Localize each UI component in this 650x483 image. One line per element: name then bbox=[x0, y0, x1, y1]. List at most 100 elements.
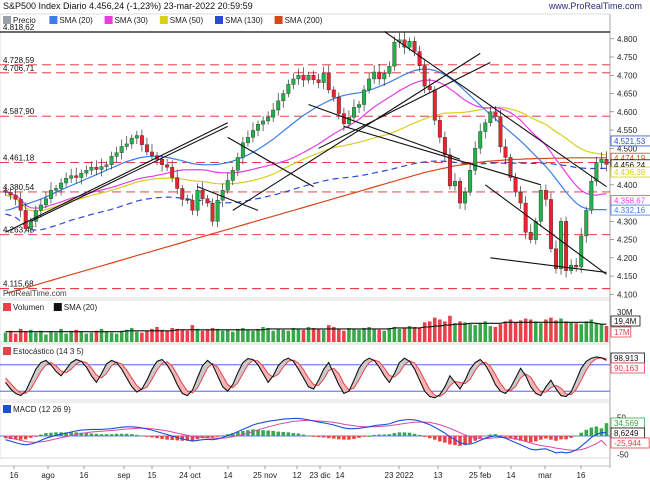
price-tick-label: 4.400 bbox=[617, 181, 638, 190]
macd-histogram-bar bbox=[508, 436, 513, 439]
candle-body bbox=[139, 135, 144, 145]
price-tick-label: 4.300 bbox=[617, 217, 638, 226]
candle-body bbox=[453, 180, 457, 187]
volume-bar bbox=[473, 325, 477, 342]
macd-histogram-bar bbox=[503, 436, 508, 437]
volume-bar bbox=[463, 322, 467, 342]
candle-body bbox=[604, 159, 609, 165]
time-axis-label: 15 bbox=[148, 471, 157, 480]
candle-body bbox=[523, 202, 528, 233]
credit-label: ProRealTime.com bbox=[3, 289, 67, 298]
volume-bar bbox=[589, 319, 594, 342]
macd-histogram-bar bbox=[422, 436, 427, 437]
candle-body bbox=[483, 122, 488, 132]
volume-bar bbox=[225, 329, 230, 342]
volume-bar bbox=[377, 329, 381, 342]
stoch-fill bbox=[10, 383, 16, 394]
candle-body bbox=[548, 199, 553, 249]
stoch-fill bbox=[40, 360, 46, 372]
candle-body bbox=[543, 190, 548, 200]
macd-histogram-bar bbox=[39, 434, 43, 436]
sma200-line bbox=[5, 157, 607, 295]
candle-body bbox=[326, 73, 331, 91]
candle-body bbox=[518, 191, 523, 204]
volume-bar bbox=[594, 323, 599, 342]
volume-bar bbox=[241, 327, 245, 342]
stoch-fill bbox=[545, 380, 551, 393]
candle-body bbox=[165, 164, 170, 168]
candle-body bbox=[84, 170, 89, 174]
macd-histogram-bar bbox=[589, 427, 594, 436]
macd-histogram-bar bbox=[332, 436, 336, 439]
candle-body bbox=[245, 137, 250, 144]
macd-histogram-bar bbox=[220, 435, 225, 437]
macd-legend-swatch bbox=[3, 405, 11, 413]
candle-body bbox=[185, 199, 190, 201]
candle-body bbox=[513, 177, 518, 193]
time-axis-label: 13 bbox=[434, 471, 443, 480]
macd-histogram-bar bbox=[135, 434, 139, 436]
volume-bar bbox=[281, 329, 286, 342]
candle-body bbox=[493, 111, 498, 117]
candle-body bbox=[240, 142, 245, 158]
macd-histogram-bar bbox=[574, 435, 578, 437]
stoch-fill bbox=[338, 373, 344, 394]
candle-body bbox=[271, 109, 276, 118]
candle-body bbox=[190, 199, 195, 211]
volume-bar bbox=[29, 329, 33, 342]
price-legend-swatch bbox=[3, 16, 11, 24]
volume-bar bbox=[89, 332, 94, 342]
price-tick-label: 4.500 bbox=[617, 144, 638, 153]
sma50-line bbox=[5, 106, 607, 212]
volume-bar bbox=[251, 330, 255, 342]
stoch-fill bbox=[263, 366, 269, 383]
candle-body bbox=[104, 164, 109, 167]
macd-signal-line bbox=[5, 419, 607, 451]
candle-body bbox=[129, 137, 134, 145]
price-legend-swatch bbox=[49, 16, 58, 24]
stoch-fill bbox=[495, 374, 501, 392]
volume-bar bbox=[574, 323, 578, 342]
stoch-fill bbox=[56, 365, 62, 376]
price-legend-label: Precio bbox=[13, 16, 36, 25]
price-panel bbox=[0, 13, 611, 299]
volume-bar bbox=[468, 324, 472, 342]
candle-body bbox=[220, 190, 225, 201]
candle-body bbox=[38, 204, 43, 211]
price-value-badge-box bbox=[610, 166, 650, 178]
macd-histogram-bar bbox=[599, 428, 604, 436]
macd-histogram-bar bbox=[382, 434, 387, 436]
candle-body bbox=[261, 120, 266, 125]
macd-histogram-bar bbox=[402, 432, 407, 436]
macd-histogram-bar bbox=[266, 430, 270, 436]
price-tick-label: 4.200 bbox=[617, 254, 638, 263]
candle-body bbox=[225, 180, 230, 191]
macd-histogram-bar bbox=[321, 436, 326, 438]
candle-body bbox=[195, 190, 200, 211]
volume-legend-label: SMA (20) bbox=[64, 303, 98, 312]
candle-body bbox=[276, 100, 281, 111]
volume-bar bbox=[119, 330, 124, 342]
candle-body bbox=[589, 180, 594, 211]
candle-body bbox=[286, 84, 291, 94]
volume-bar bbox=[367, 327, 371, 342]
stoch-fill bbox=[126, 370, 132, 387]
candle-body bbox=[180, 188, 185, 200]
volume-bar bbox=[286, 330, 291, 342]
macd-histogram-bar bbox=[185, 436, 190, 441]
volume-bar bbox=[200, 330, 205, 342]
price-tick-label: 4.700 bbox=[617, 71, 638, 80]
volume-bar bbox=[372, 328, 376, 342]
candle-body bbox=[437, 119, 442, 138]
candle-body bbox=[372, 71, 377, 80]
volume-bar bbox=[195, 328, 200, 342]
macd-histogram-bar bbox=[64, 432, 68, 436]
candle-body bbox=[291, 78, 296, 85]
stoch-fill bbox=[530, 377, 536, 394]
candle-body bbox=[54, 188, 58, 191]
candle-body bbox=[43, 198, 48, 206]
price-legend-label: SMA (130) bbox=[225, 16, 263, 25]
title-bar: S&P500 Index Diario 4.456,24 (-1,23%) 23… bbox=[0, 0, 650, 14]
volume-bar bbox=[387, 327, 392, 342]
